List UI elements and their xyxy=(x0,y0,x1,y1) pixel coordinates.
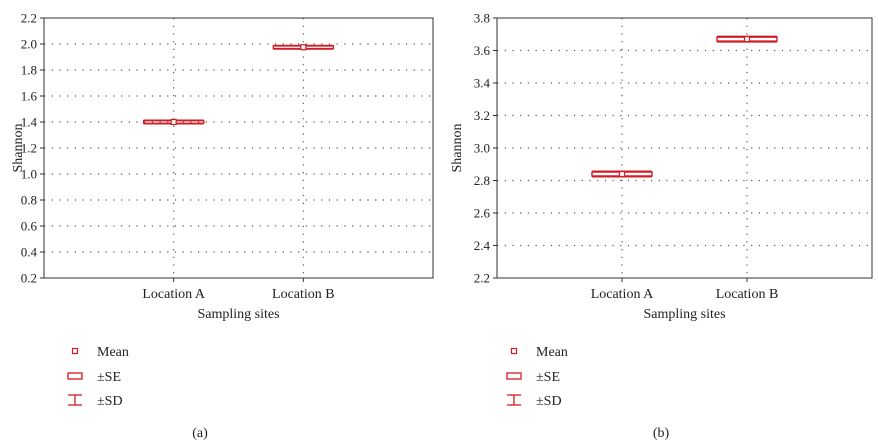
legend-sd-label: ±SD xyxy=(536,394,562,409)
legend-sd-label: ±SD xyxy=(97,394,123,409)
y-tick-label: 1.8 xyxy=(21,63,37,78)
legend-mean-label: Mean xyxy=(97,345,129,360)
y-tick-label: 2.0 xyxy=(21,37,37,52)
legend-mean-marker xyxy=(510,347,518,355)
panel-label: (b) xyxy=(653,426,670,441)
legend-se-label: ±SE xyxy=(97,370,121,385)
y-tick-label: 0.4 xyxy=(21,245,38,260)
mean-marker xyxy=(170,118,177,126)
y-tick-label: 2.4 xyxy=(474,238,491,253)
x-tick-label: Location B xyxy=(716,287,779,302)
y-tick-label: 0.8 xyxy=(21,193,37,208)
chart-b-svg: 2.2 2.4 2.6 2.8 3.0 3.2 3.4 3.6 3.8 Location A Loc… xyxy=(450,11,873,441)
y-axis-label: Shannon xyxy=(450,124,465,173)
y-tick-label: 3.0 xyxy=(474,141,490,156)
y-tick-label: 1.0 xyxy=(21,167,37,182)
x-tick-label: Location A xyxy=(591,287,654,302)
mean-marker xyxy=(300,44,307,51)
y-tick-label: 3.4 xyxy=(474,76,491,91)
y-tick-label: 3.6 xyxy=(474,43,491,58)
chart-panel-b: 2.2 2.4 2.6 2.8 3.0 3.2 3.4 3.6 3.8 Location A Loc… xyxy=(439,0,878,442)
plot-frame xyxy=(43,17,434,279)
y-tick-label: 3.8 xyxy=(474,11,490,26)
chart-a-svg: 0.2 0.4 0.6 0.8 1.0 1.2 1.4 1.6 1.8 2.0 2.2 Locatio… xyxy=(11,11,434,441)
x-tick-label: Location B xyxy=(272,287,335,302)
y-tick-label: 3.2 xyxy=(474,108,490,123)
legend-mean-marker xyxy=(71,347,79,355)
y-tick-label: 1.2 xyxy=(21,141,37,156)
y-tick-label: 2.6 xyxy=(474,206,491,221)
legend-mean-label: Mean xyxy=(536,345,568,360)
plot-frame xyxy=(496,17,873,279)
y-tick-label: 2.2 xyxy=(21,11,37,26)
x-tick-label: Location A xyxy=(142,287,205,302)
chart-panel-a: 0.2 0.4 0.6 0.8 1.0 1.2 1.4 1.6 1.8 2.0 2.2 Locatio… xyxy=(11,11,434,441)
legend-se-box xyxy=(67,372,83,380)
y-tick-label: 1.6 xyxy=(21,89,38,104)
x-axis-label: Sampling sites xyxy=(197,307,279,322)
y-axis-label: Shannon xyxy=(11,124,26,173)
panel-label: (a) xyxy=(192,426,208,441)
y-tick-label: 2.2 xyxy=(474,271,490,286)
mean-marker xyxy=(743,36,751,43)
y-tick-label: 2.8 xyxy=(474,173,490,188)
mean-marker xyxy=(618,170,626,178)
legend-se-box xyxy=(506,372,522,380)
y-tick-label: 1.4 xyxy=(21,115,38,130)
x-axis-label: Sampling sites xyxy=(643,307,725,322)
y-tick-label: 0.2 xyxy=(21,271,37,286)
y-tick-label: 0.6 xyxy=(21,219,38,234)
legend-se-label: ±SE xyxy=(536,370,560,385)
